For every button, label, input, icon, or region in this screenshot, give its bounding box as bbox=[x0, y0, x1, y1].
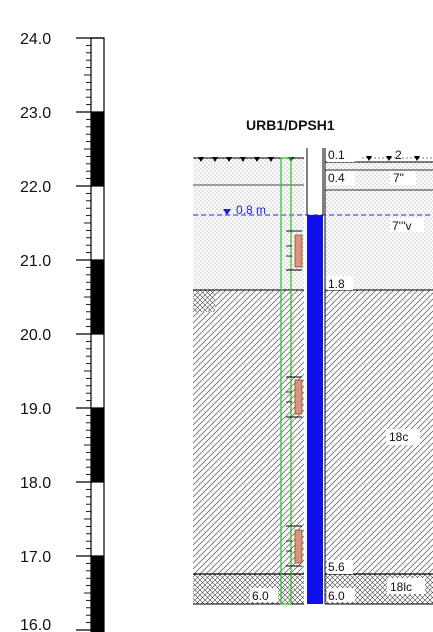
scale-label-22: 22.0 bbox=[20, 179, 51, 196]
scale-label-24: 24.0 bbox=[20, 31, 51, 48]
depth-label-0-4: 0.4 bbox=[328, 171, 345, 185]
casing-pipe bbox=[307, 215, 323, 604]
layer-base bbox=[193, 574, 304, 604]
layer-sand bbox=[193, 185, 304, 290]
water-level-label: 0.8 m bbox=[236, 203, 266, 217]
scale-minor-ticks bbox=[84, 44, 91, 624]
layer-topsoil bbox=[193, 158, 304, 185]
layer-clay-corner bbox=[193, 290, 215, 312]
layer-code-18c: 18c bbox=[389, 430, 408, 444]
scale-major-ticks bbox=[76, 37, 104, 631]
layer-code-2: 2 bbox=[395, 148, 402, 162]
depth-label-5-6: 5.6 bbox=[328, 560, 345, 574]
piezometer-outline bbox=[280, 157, 292, 605]
borehole-title: URB1/DPSH1 bbox=[246, 117, 335, 133]
sample-marker-3 bbox=[286, 525, 303, 567]
scale-label-21: 21.0 bbox=[20, 253, 51, 270]
sample-marker-1 bbox=[286, 230, 303, 271]
scale-label-18: 18.0 bbox=[20, 475, 51, 492]
layer-code-7v: 7'''v bbox=[392, 219, 412, 233]
sample-marker-2 bbox=[286, 376, 303, 418]
scale-label-16: 16.0 bbox=[20, 617, 51, 632]
scale-label-20: 20.0 bbox=[20, 327, 51, 344]
layer-code-18lc: 18lc bbox=[390, 580, 412, 594]
scale-label-17: 17.0 bbox=[20, 549, 51, 566]
scale-label-19: 19.0 bbox=[20, 401, 51, 418]
scale-label-23: 23.0 bbox=[20, 105, 51, 122]
depth-label-6-0-right: 6.0 bbox=[328, 589, 345, 603]
layer-clay bbox=[193, 290, 304, 574]
right-strata-column bbox=[324, 148, 433, 605]
layer-code-7: 7" bbox=[393, 171, 404, 185]
depth-label-6-0-left: 6.0 bbox=[252, 589, 269, 603]
left-strata-column bbox=[193, 157, 304, 605]
elevation-scale bbox=[76, 37, 105, 632]
depth-label-0-1: 0.1 bbox=[328, 148, 345, 162]
depth-label-1-8: 1.8 bbox=[328, 277, 345, 291]
